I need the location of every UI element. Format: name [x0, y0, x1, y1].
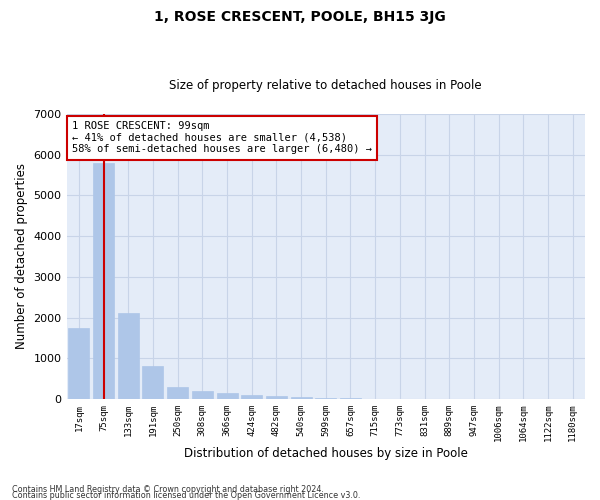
- Bar: [118, 314, 139, 399]
- Bar: [167, 386, 188, 399]
- Bar: [266, 396, 287, 399]
- Bar: [241, 395, 262, 399]
- Text: Contains HM Land Registry data © Crown copyright and database right 2024.: Contains HM Land Registry data © Crown c…: [12, 484, 324, 494]
- Bar: [93, 163, 114, 399]
- Bar: [192, 391, 213, 399]
- Bar: [315, 398, 336, 399]
- Text: Contains public sector information licensed under the Open Government Licence v3: Contains public sector information licen…: [12, 490, 361, 500]
- Text: 1, ROSE CRESCENT, POOLE, BH15 3JG: 1, ROSE CRESCENT, POOLE, BH15 3JG: [154, 10, 446, 24]
- Bar: [290, 397, 311, 399]
- Bar: [340, 398, 361, 399]
- Text: 1 ROSE CRESCENT: 99sqm
← 41% of detached houses are smaller (4,538)
58% of semi-: 1 ROSE CRESCENT: 99sqm ← 41% of detached…: [72, 121, 372, 154]
- Bar: [217, 392, 238, 399]
- Y-axis label: Number of detached properties: Number of detached properties: [15, 164, 28, 350]
- Bar: [142, 366, 163, 399]
- Bar: [68, 328, 89, 399]
- Title: Size of property relative to detached houses in Poole: Size of property relative to detached ho…: [169, 79, 482, 92]
- X-axis label: Distribution of detached houses by size in Poole: Distribution of detached houses by size …: [184, 447, 468, 460]
